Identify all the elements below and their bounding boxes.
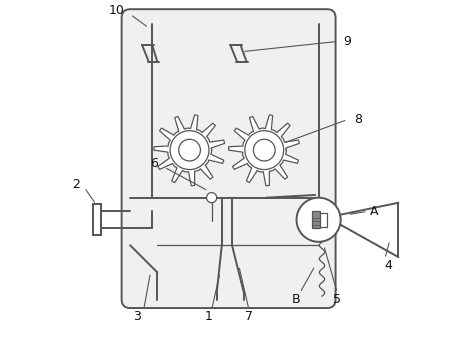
- Circle shape: [170, 131, 208, 169]
- Text: 8: 8: [353, 113, 361, 126]
- Text: 10: 10: [108, 4, 124, 17]
- Circle shape: [244, 131, 283, 169]
- Circle shape: [296, 198, 340, 242]
- Text: 9: 9: [343, 35, 350, 48]
- FancyBboxPatch shape: [121, 9, 335, 308]
- Bar: [312, 211, 319, 228]
- Bar: [93, 205, 101, 235]
- Text: 1: 1: [204, 310, 212, 323]
- Circle shape: [253, 139, 275, 161]
- Text: 4: 4: [383, 259, 391, 272]
- Text: A: A: [369, 205, 378, 218]
- Text: 6: 6: [150, 157, 157, 170]
- Text: 3: 3: [133, 310, 141, 323]
- Polygon shape: [228, 115, 299, 186]
- Text: 2: 2: [72, 178, 80, 191]
- Circle shape: [206, 193, 216, 203]
- Text: 7: 7: [244, 310, 252, 323]
- Polygon shape: [154, 115, 224, 186]
- Text: 5: 5: [332, 293, 341, 306]
- Text: B: B: [292, 293, 300, 306]
- Circle shape: [178, 139, 200, 161]
